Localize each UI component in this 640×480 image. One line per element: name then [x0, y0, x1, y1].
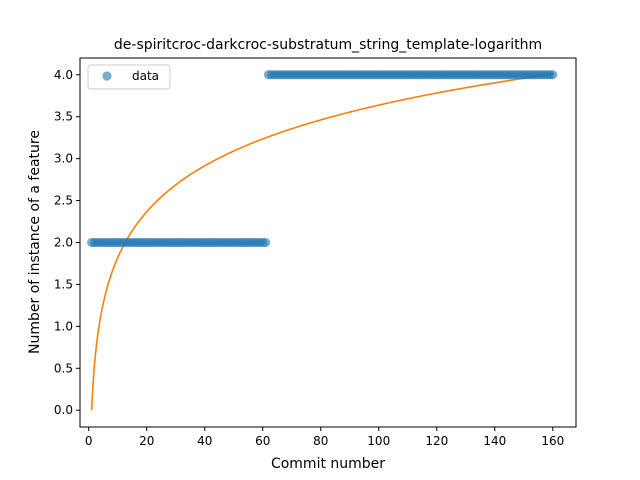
legend-label-data: data [132, 69, 159, 83]
data-points [87, 70, 558, 248]
y-tick-label: 0.5 [54, 361, 73, 375]
x-axis: 0 20 40 60 80 100 120 140 160 [85, 427, 564, 448]
x-tick-label: 120 [425, 434, 448, 448]
y-tick-label: 1.5 [54, 277, 73, 291]
x-tick-label: 20 [139, 434, 154, 448]
legend: data [87, 64, 171, 90]
x-tick-label: 0 [85, 434, 93, 448]
data-point [261, 237, 271, 248]
legend-marker-data [102, 71, 112, 81]
x-tick-label: 160 [541, 434, 564, 448]
chart-title: de-spiritcroc-darkcroc-substratum_string… [114, 37, 542, 53]
y-tick-label: 3.0 [54, 152, 73, 166]
data-point [548, 70, 558, 80]
y-tick-label: 3.5 [54, 110, 73, 124]
x-axis-label: Commit number [271, 456, 385, 472]
x-tick-label: 40 [197, 434, 212, 448]
y-tick-label: 0.0 [54, 403, 73, 417]
x-tick-label: 100 [367, 434, 390, 448]
y-tick-label: 1.0 [54, 319, 73, 333]
y-axis-label: Number of instance of a feature [27, 130, 43, 354]
fit-line [90, 73, 553, 411]
y-axis: 0.0 0.5 1.0 1.5 2.0 2.5 3.0 3.5 4.0 [54, 68, 80, 417]
y-tick-label: 2.0 [54, 236, 73, 250]
y-tick-label: 4.0 [54, 68, 73, 82]
x-tick-label: 60 [255, 434, 270, 448]
x-tick-label: 140 [483, 434, 506, 448]
x-tick-label: 80 [313, 434, 328, 448]
fit-line-layer [90, 73, 553, 411]
y-tick-label: 2.5 [54, 194, 73, 208]
legend-box [87, 64, 171, 90]
